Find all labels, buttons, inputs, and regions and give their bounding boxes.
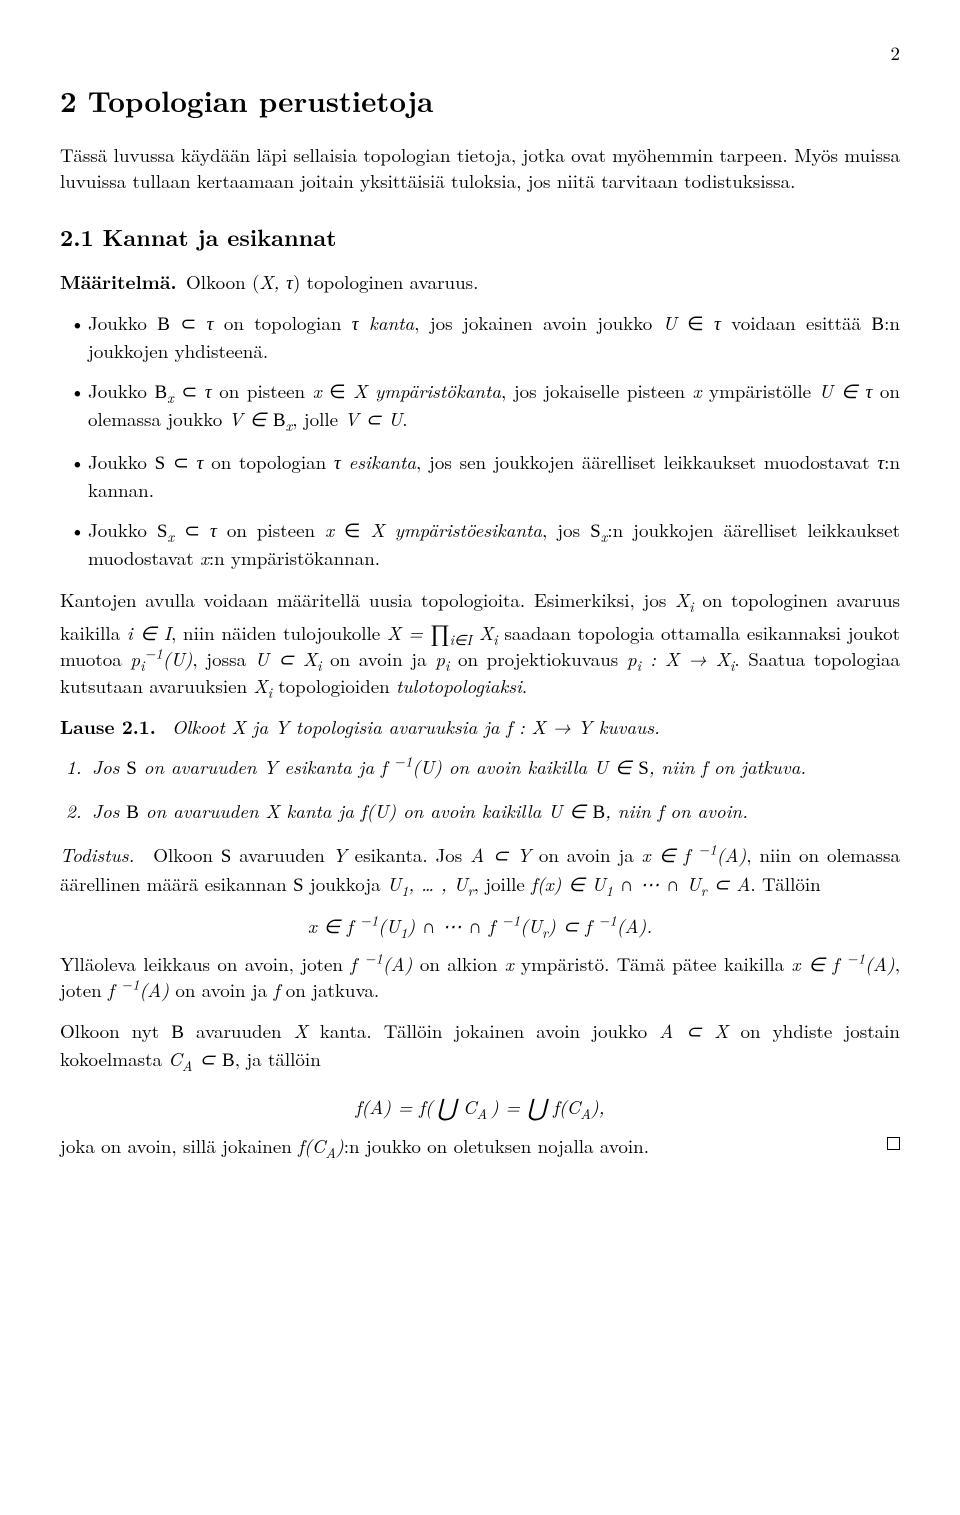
list-item: Joukko S ⊂ τ on topologian τ esikanta, j… [60,449,900,503]
proof-label: Todistus. [60,841,134,868]
subsection-heading: 2.1 Kannat ja esikannat [60,221,900,253]
proof-paragraph-1: Todistus. Olkoon S avaruuden Y esikanta.… [60,842,900,898]
definition-label: Määritelmä. [60,267,177,295]
list-item: 2. Jos B on avaruuden X kanta ja f(U) on… [60,798,900,826]
enum-number: 1. [66,754,82,780]
qed-box-icon [887,1137,900,1150]
page-number: 2 [60,40,900,66]
theorem-label: Lause 2.1. [60,712,156,740]
definition-bullet-list: Joukko B ⊂ τ on topologian τ kanta, jos … [60,310,900,572]
definition-lead-text: Olkoon (X, τ) topologinen avaruus. [177,268,479,295]
list-item: Joukko B ⊂ τ on topologian τ kanta, jos … [60,310,900,364]
intro-paragraph: Tässä luvussa käydään läpi sellaisia top… [60,142,900,194]
list-item: Joukko Sx ⊂ τ on pisteen x ∈ X ympäristö… [60,517,900,571]
display-equation-2: f(A) = f( ⋃ CA ) = ⋃ f(CA), [60,1088,900,1121]
theorem-enum: 1. Jos S on avaruuden Y esikanta ja f −1… [60,754,900,826]
proof-paragraph-2: Ylläoleva leikkaus on avoin, joten f −1(… [60,951,900,1003]
paragraph-kantojen: Kantojen avulla voidaan määritellä uusia… [60,587,900,698]
theorem-text: Olkoot X ja Y topologisia avaruuksia ja … [162,713,660,740]
enum-number: 2. [66,798,82,824]
list-item: 1. Jos S on avaruuden Y esikanta ja f −1… [60,754,900,782]
theorem-statement: Lause 2.1. Olkoot X ja Y topologisia ava… [60,713,900,740]
section-heading: 2 Topologian perustietoja [60,80,900,120]
proof-paragraph-3: Olkoon nyt B avaruuden X kanta. Tällöin … [60,1018,900,1074]
proof-paragraph-4: joka on avoin, sillä jokainen f(CA):n jo… [60,1133,900,1159]
display-equation-1: x ∈ f −1(U1) ∩ ⋯ ∩ f −1(Ur) ⊂ f −1(A). [60,913,900,939]
list-item: Joukko Bx ⊂ τ on pisteen x ∈ X ympäristö… [60,378,900,434]
definition-lead: Määritelmä. Olkoon (X, τ) topologinen av… [60,268,900,295]
